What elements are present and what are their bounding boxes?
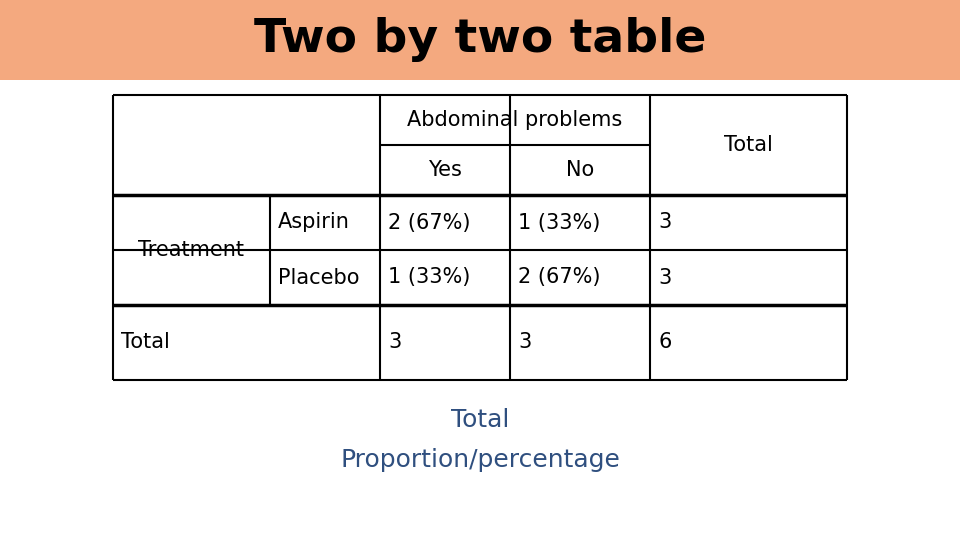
Text: Aspirin: Aspirin — [278, 213, 349, 233]
Text: 3: 3 — [658, 213, 671, 233]
Text: Total: Total — [724, 135, 773, 155]
Text: 2 (67%): 2 (67%) — [388, 213, 470, 233]
Text: No: No — [565, 160, 594, 180]
Text: Abdominal problems: Abdominal problems — [407, 110, 623, 130]
Text: 1 (33%): 1 (33%) — [518, 213, 600, 233]
Text: 1 (33%): 1 (33%) — [388, 267, 470, 287]
Text: Treatment: Treatment — [138, 240, 245, 260]
Text: 2 (67%): 2 (67%) — [518, 267, 601, 287]
Text: 6: 6 — [658, 333, 671, 353]
Text: Total: Total — [451, 408, 509, 432]
Text: Yes: Yes — [428, 160, 462, 180]
Text: 3: 3 — [518, 333, 531, 353]
Text: Proportion/percentage: Proportion/percentage — [340, 448, 620, 472]
Bar — [0, 0, 960, 80]
Text: Total: Total — [121, 333, 170, 353]
Text: 3: 3 — [658, 267, 671, 287]
Text: Two by two table: Two by two table — [253, 17, 707, 63]
Text: Placebo: Placebo — [278, 267, 359, 287]
Text: 3: 3 — [388, 333, 401, 353]
